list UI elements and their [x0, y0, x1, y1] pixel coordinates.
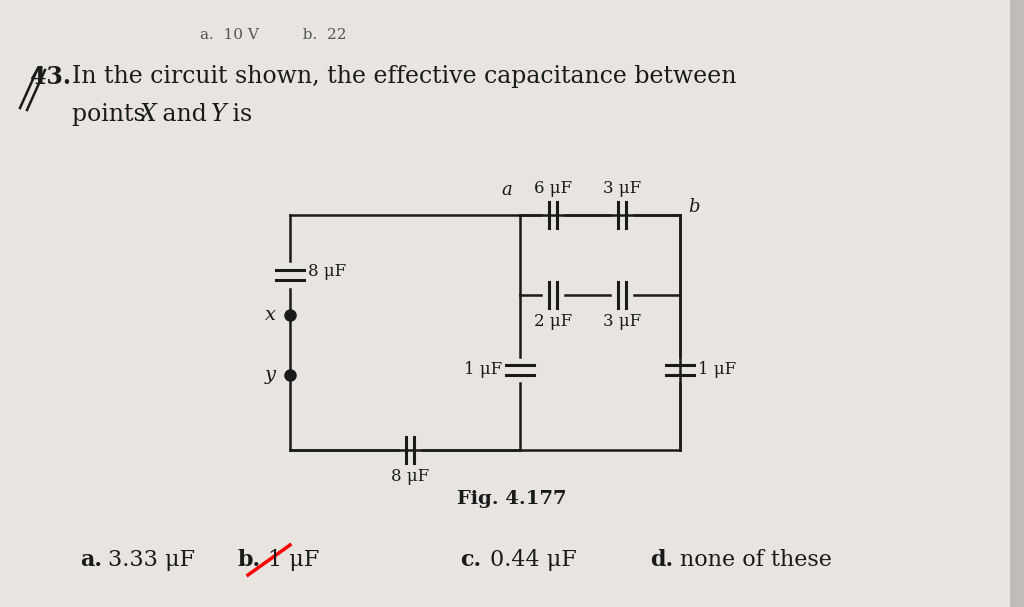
Text: a.: a.: [80, 549, 102, 571]
Text: 2 μF: 2 μF: [534, 313, 572, 330]
Text: c.: c.: [460, 549, 481, 571]
Text: a: a: [502, 181, 512, 199]
Text: 8 μF: 8 μF: [391, 468, 429, 485]
Text: none of these: none of these: [680, 549, 831, 571]
Text: Y: Y: [211, 103, 226, 126]
Text: and: and: [155, 103, 214, 126]
Text: 43.: 43.: [30, 65, 71, 89]
Bar: [1010, 0, 1024, 607]
Text: In the circuit shown, the effective capacitance between: In the circuit shown, the effective capa…: [72, 65, 736, 88]
Text: X: X: [140, 103, 157, 126]
Text: 1 μF: 1 μF: [464, 362, 502, 379]
Text: 3 μF: 3 μF: [603, 180, 641, 197]
Text: 8 μF: 8 μF: [308, 263, 346, 280]
Text: 0.44 μF: 0.44 μF: [490, 549, 577, 571]
Text: 1 μF: 1 μF: [698, 362, 736, 379]
Text: x: x: [265, 306, 276, 324]
Text: b.: b.: [238, 549, 261, 571]
Text: 3 μF: 3 μF: [603, 313, 641, 330]
Text: d.: d.: [650, 549, 673, 571]
Text: 1 μF: 1 μF: [268, 549, 319, 571]
Text: y: y: [265, 366, 276, 384]
Text: a.  10 V         b.  22: a. 10 V b. 22: [200, 28, 346, 42]
Text: Fig. 4.177: Fig. 4.177: [458, 490, 566, 508]
Text: b: b: [688, 198, 699, 216]
Text: points: points: [72, 103, 154, 126]
Text: 6 μF: 6 μF: [534, 180, 572, 197]
Text: 3.33 μF: 3.33 μF: [108, 549, 195, 571]
Text: is: is: [225, 103, 252, 126]
